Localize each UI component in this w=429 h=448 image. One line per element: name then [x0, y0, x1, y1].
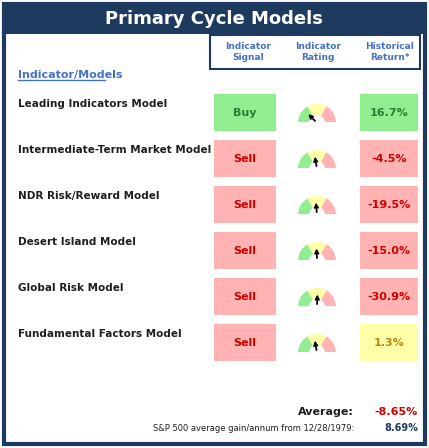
- Text: Indicator/Models: Indicator/Models: [18, 70, 123, 80]
- Text: Sell: Sell: [233, 292, 257, 302]
- Text: Primary Cycle Models: Primary Cycle Models: [105, 10, 323, 28]
- Text: Average:: Average:: [298, 407, 354, 417]
- Bar: [298, 306, 336, 308]
- Wedge shape: [308, 242, 326, 261]
- Text: -19.5%: -19.5%: [367, 199, 411, 210]
- Wedge shape: [317, 152, 336, 169]
- Text: Sell: Sell: [233, 246, 257, 255]
- Wedge shape: [309, 161, 325, 169]
- Text: Leading Indicators Model: Leading Indicators Model: [18, 99, 167, 109]
- Wedge shape: [298, 152, 317, 169]
- Text: -30.9%: -30.9%: [367, 292, 411, 302]
- Wedge shape: [308, 334, 326, 353]
- Wedge shape: [309, 299, 325, 307]
- FancyBboxPatch shape: [360, 186, 418, 223]
- FancyBboxPatch shape: [360, 232, 418, 269]
- FancyBboxPatch shape: [210, 35, 420, 69]
- Wedge shape: [309, 345, 325, 353]
- Bar: [298, 122, 336, 124]
- Wedge shape: [298, 290, 317, 307]
- FancyBboxPatch shape: [214, 278, 276, 315]
- FancyBboxPatch shape: [214, 94, 276, 131]
- Bar: [298, 168, 336, 170]
- Text: Historical
Return*: Historical Return*: [366, 42, 414, 62]
- Wedge shape: [309, 207, 325, 215]
- Wedge shape: [308, 288, 326, 307]
- Text: NDR Risk/Reward Model: NDR Risk/Reward Model: [18, 191, 160, 201]
- FancyBboxPatch shape: [360, 140, 418, 177]
- Text: 1.3%: 1.3%: [374, 337, 405, 348]
- Text: Intermediate-Term Market Model: Intermediate-Term Market Model: [18, 145, 211, 155]
- Wedge shape: [298, 336, 317, 353]
- Wedge shape: [308, 196, 326, 215]
- Wedge shape: [298, 107, 317, 123]
- Wedge shape: [317, 245, 336, 261]
- Text: Indicator
Rating: Indicator Rating: [295, 42, 341, 62]
- Wedge shape: [309, 253, 325, 261]
- FancyBboxPatch shape: [214, 186, 276, 223]
- Text: -15.0%: -15.0%: [368, 246, 411, 255]
- FancyBboxPatch shape: [360, 324, 418, 361]
- Wedge shape: [317, 336, 336, 353]
- Text: Indicator
Signal: Indicator Signal: [225, 42, 271, 62]
- Text: Sell: Sell: [233, 337, 257, 348]
- Bar: [298, 352, 336, 354]
- Bar: [298, 214, 336, 216]
- Text: Buy: Buy: [233, 108, 257, 117]
- FancyBboxPatch shape: [214, 232, 276, 269]
- Wedge shape: [309, 115, 325, 123]
- Wedge shape: [317, 107, 336, 123]
- FancyBboxPatch shape: [360, 278, 418, 315]
- Wedge shape: [317, 198, 336, 215]
- Text: -8.65%: -8.65%: [375, 407, 418, 417]
- Wedge shape: [308, 104, 326, 123]
- Wedge shape: [298, 198, 317, 215]
- Text: 16.7%: 16.7%: [370, 108, 408, 117]
- FancyBboxPatch shape: [360, 94, 418, 131]
- FancyBboxPatch shape: [4, 4, 425, 444]
- Text: Desert Island Model: Desert Island Model: [18, 237, 136, 247]
- Text: Fundamental Factors Model: Fundamental Factors Model: [18, 329, 181, 339]
- Text: 8.69%: 8.69%: [384, 423, 418, 433]
- Text: S&P 500 average gain/annum from 12/28/1979:: S&P 500 average gain/annum from 12/28/19…: [153, 423, 354, 432]
- Text: -4.5%: -4.5%: [371, 154, 407, 164]
- Bar: [298, 260, 336, 262]
- Text: Sell: Sell: [233, 154, 257, 164]
- Text: Global Risk Model: Global Risk Model: [18, 283, 124, 293]
- Text: Sell: Sell: [233, 199, 257, 210]
- FancyBboxPatch shape: [4, 4, 425, 34]
- FancyBboxPatch shape: [214, 324, 276, 361]
- Wedge shape: [298, 245, 317, 261]
- FancyBboxPatch shape: [214, 140, 276, 177]
- Wedge shape: [317, 290, 336, 307]
- Wedge shape: [308, 150, 326, 169]
